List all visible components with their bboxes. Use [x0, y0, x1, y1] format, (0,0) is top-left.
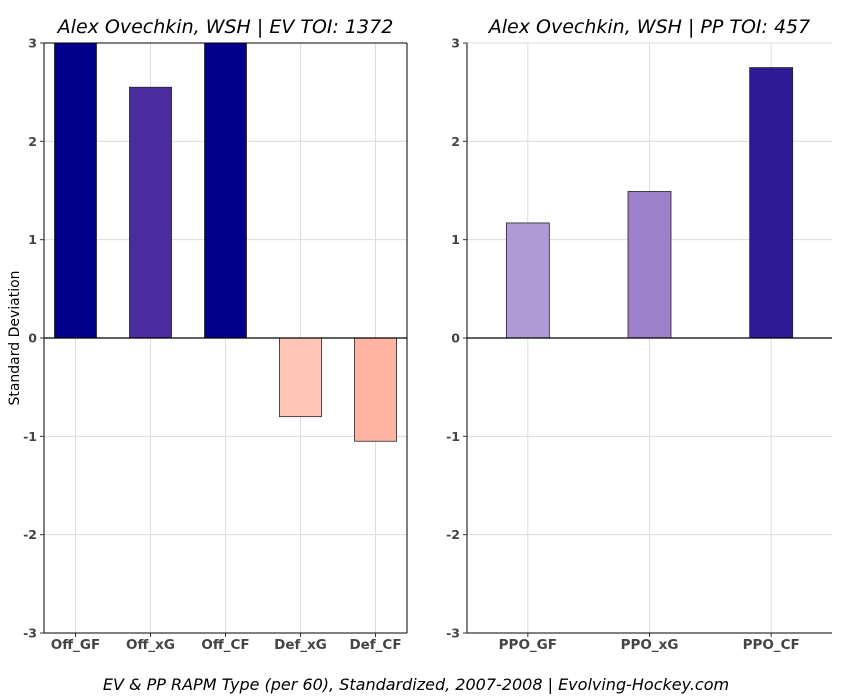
y-tick-label: 1 — [451, 232, 460, 247]
bar-off-gf — [54, 42, 97, 339]
x-tick-label: PPO_CF — [743, 637, 800, 653]
bar-def-cf — [354, 337, 397, 442]
bar-ppo-xg — [627, 191, 672, 339]
y-tick-label: -1 — [446, 429, 460, 444]
y-tick-label: 3 — [451, 36, 460, 51]
y-tick-label: 0 — [28, 331, 37, 346]
bar-def-xg — [279, 337, 322, 418]
bar-ppo-gf — [505, 222, 550, 339]
y-tick-label: -2 — [446, 527, 460, 542]
y-axis-label: Standard Deviation — [7, 270, 23, 405]
y-tick-label: 3 — [28, 36, 37, 51]
x-tick-label: Def_xG — [274, 637, 327, 653]
panel-title: Alex Ovechkin, WSH | EV TOI: 1372 — [56, 16, 394, 38]
y-tick-label: -1 — [23, 429, 37, 444]
panel-title: Alex Ovechkin, WSH | PP TOI: 457 — [487, 16, 810, 38]
x-tick-label: Def_CF — [349, 637, 401, 653]
y-tick-label: -3 — [446, 626, 460, 641]
y-tick-label: -3 — [23, 626, 37, 641]
x-tick-label: PPO_xG — [621, 637, 679, 653]
bar-ppo-cf — [749, 67, 794, 339]
y-tick-label: 0 — [451, 331, 460, 346]
y-tick-label: 2 — [28, 134, 37, 149]
y-tick-label: 1 — [28, 232, 37, 247]
x-tick-label: Off_xG — [126, 637, 175, 653]
y-tick-label: -2 — [23, 527, 37, 542]
bar-off-xg — [129, 86, 172, 339]
y-tick-label: 2 — [451, 134, 460, 149]
x-tick-label: Off_GF — [51, 637, 100, 653]
x-tick-label: Off_CF — [201, 637, 249, 653]
x-tick-label: PPO_GF — [499, 637, 557, 653]
figure-caption: EV & PP RAPM Type (per 60), Standardized… — [103, 675, 729, 694]
bar-off-cf — [204, 42, 247, 339]
